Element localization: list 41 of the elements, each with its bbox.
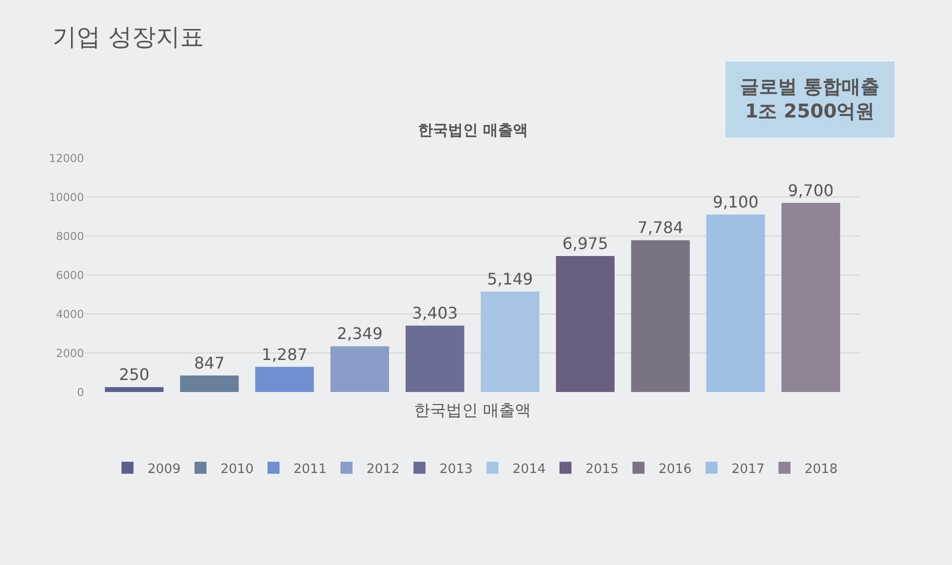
data-label: 7,784 — [638, 218, 684, 238]
bar — [781, 202, 840, 392]
bar — [706, 214, 765, 392]
legend-label: 2011 — [294, 462, 327, 477]
bar — [255, 366, 314, 392]
bar — [480, 292, 540, 392]
chart-subtitle: 한국법인 매출액 — [418, 121, 528, 139]
text: 글로벌 통합매출 1조 2500억원 — [740, 76, 880, 123]
x-axis-title: 한국법인 매출액 — [414, 400, 532, 420]
y-tick-label: 10000 — [49, 190, 84, 204]
legend-label: 2016 — [658, 462, 692, 477]
data-label: 5,149 — [487, 270, 533, 289]
legend-label: 2010 — [220, 462, 254, 477]
data-label: 3,403 — [412, 304, 458, 323]
data-label: 9,100 — [712, 192, 759, 212]
bar — [104, 387, 164, 392]
chart-title: 기업 성장지표 — [52, 23, 204, 52]
y-tick-label: 2000 — [56, 346, 84, 360]
bar — [556, 256, 615, 392]
legend-label: 2009 — [148, 462, 181, 477]
legend-label: 2013 — [440, 462, 473, 477]
legend-label: 2014 — [512, 462, 546, 477]
y-tick-label: 0 — [77, 386, 84, 399]
y-tick-label: 6000 — [56, 268, 84, 282]
legend-label: 2015 — [586, 462, 619, 477]
legend-label: 2012 — [366, 462, 400, 477]
legend-label: 2017 — [732, 462, 765, 477]
data-label: 9,700 — [788, 180, 834, 200]
bar — [406, 326, 464, 392]
y-tick-label: 4000 — [56, 308, 84, 321]
data-label: 2,349 — [336, 324, 383, 344]
bar — [330, 346, 390, 392]
data-label: 847 — [194, 353, 225, 372]
y-tick-label: 8000 — [56, 230, 84, 243]
y-tick-label: 12000 — [49, 152, 84, 165]
data-label: 250 — [118, 365, 150, 384]
bar — [180, 375, 239, 392]
data-label: 1,287 — [262, 344, 308, 364]
data-label: 6,975 — [562, 234, 608, 253]
bar — [631, 240, 690, 392]
legend-label: 2018 — [804, 462, 838, 477]
